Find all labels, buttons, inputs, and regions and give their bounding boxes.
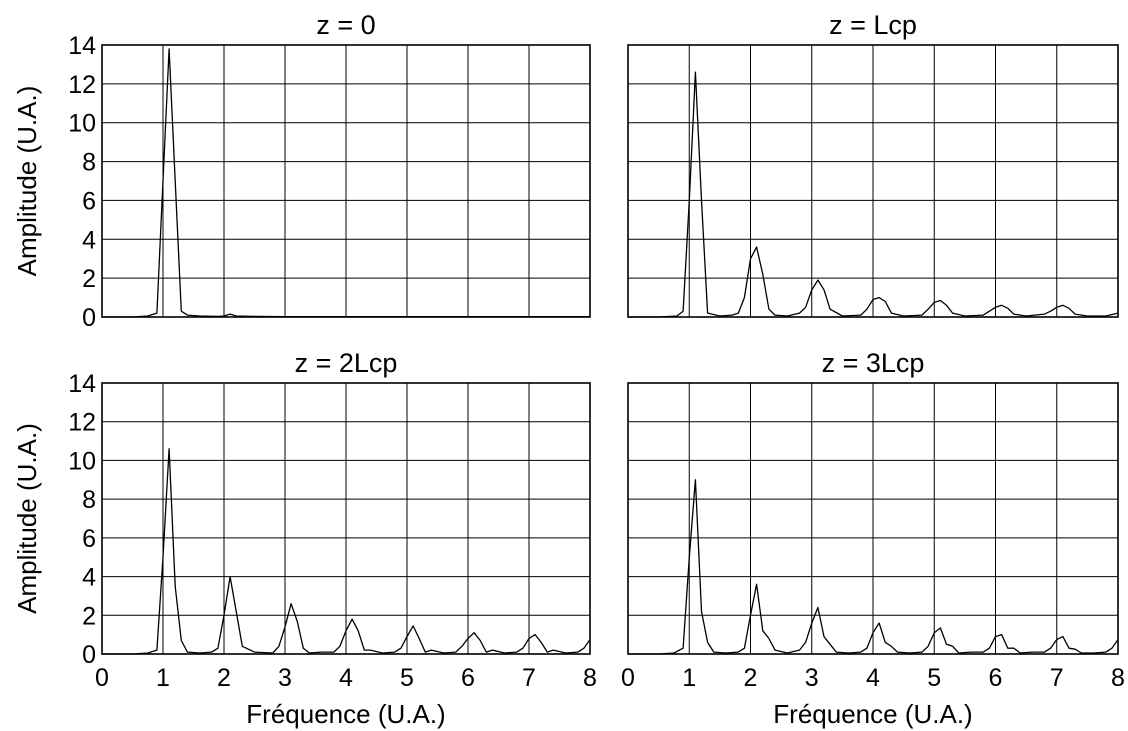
series-line — [102, 448, 591, 655]
y-tick-label: 8 — [82, 149, 96, 177]
y-tick-label: 14 — [68, 370, 96, 398]
panel-title: z = 2Lcp — [295, 348, 398, 378]
y-tick-label: 2 — [82, 602, 96, 630]
x-tick-label: 3 — [805, 664, 819, 692]
series-line — [628, 479, 1119, 655]
plot-frame — [101, 44, 591, 318]
x-tick-label: 4 — [339, 664, 353, 692]
x-tick-label: 0 — [621, 664, 635, 692]
panel-title: z = 0 — [316, 10, 375, 40]
x-tick-label: 8 — [583, 664, 597, 692]
y-tick-label: 10 — [68, 447, 96, 475]
y-tick-label: 0 — [82, 304, 96, 332]
x-tick-label: 2 — [217, 664, 231, 692]
panel-title: z = Lcp — [829, 10, 917, 40]
y-tick-label: 4 — [82, 564, 96, 592]
y-tick-label: 6 — [82, 187, 96, 215]
y-tick-label: 14 — [68, 32, 96, 60]
x-tick-label: 8 — [1111, 664, 1125, 692]
x-tick-label: 1 — [156, 664, 170, 692]
panel-title: z = 3Lcp — [822, 348, 925, 378]
chart-panel-1: z = 0 0 2 4 6 8 10 12 14 Amplitude (U.A.) — [12, 10, 591, 332]
y-axis-label: Amplitude (U.A.) — [12, 423, 42, 614]
y-tick-label: 10 — [68, 110, 96, 138]
chart-panel-2: z = Lcp — [627, 10, 1119, 318]
x-axis-label: Fréquence (U.A.) — [773, 699, 972, 729]
x-tick-label: 5 — [927, 664, 941, 692]
chart-panel-4: z = 3Lcp 0 1 2 3 4 5 6 7 8 Fréquence (U.A.) — [621, 348, 1125, 729]
series-line — [628, 71, 1119, 318]
x-tick-label: 6 — [989, 664, 1003, 692]
x-tick-label: 7 — [522, 664, 536, 692]
y-tick-label: 12 — [68, 71, 96, 99]
y-tick-label: 12 — [68, 409, 96, 437]
x-tick-label: 7 — [1050, 664, 1064, 692]
y-tick-label: 4 — [82, 226, 96, 254]
x-tick-label: 4 — [866, 664, 880, 692]
plot-frame — [627, 382, 1119, 655]
y-tick-label: 0 — [82, 641, 96, 669]
x-tick-label: 2 — [744, 664, 758, 692]
x-tick-label: 1 — [682, 664, 696, 692]
x-tick-label: 3 — [278, 664, 292, 692]
x-tick-label: 6 — [461, 664, 475, 692]
y-tick-label: 6 — [82, 525, 96, 553]
x-tick-label: 0 — [95, 664, 109, 692]
x-axis-label: Fréquence (U.A.) — [246, 699, 445, 729]
y-axis-label: Amplitude (U.A.) — [12, 86, 42, 277]
x-tick-label: 5 — [400, 664, 414, 692]
plot-frame — [627, 44, 1119, 318]
y-tick-label: 8 — [82, 486, 96, 514]
plot-frame — [101, 382, 591, 655]
y-tick-label: 2 — [82, 265, 96, 293]
